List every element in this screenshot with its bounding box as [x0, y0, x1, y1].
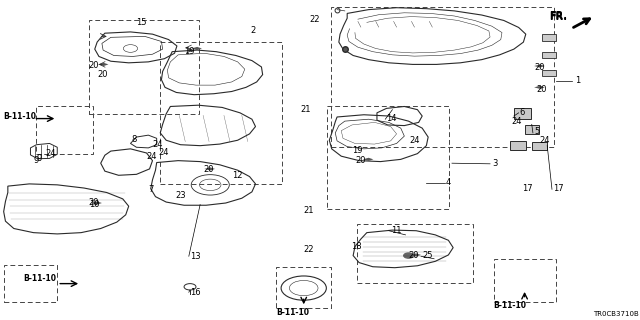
Text: 6: 6 [520, 108, 525, 117]
Text: TR0CB3710B: TR0CB3710B [593, 311, 639, 316]
Text: 2: 2 [251, 27, 256, 36]
Circle shape [404, 253, 413, 258]
Bar [4, 265, 57, 302]
FancyBboxPatch shape [532, 141, 547, 150]
Bar [327, 106, 449, 209]
Text: 24: 24 [152, 140, 163, 149]
Text: 20: 20 [536, 85, 547, 94]
Text: 5: 5 [534, 127, 540, 136]
Text: g: g [36, 152, 42, 161]
Text: 20: 20 [203, 165, 214, 174]
Text: 13: 13 [190, 252, 200, 261]
Text: 24: 24 [540, 136, 550, 145]
Polygon shape [204, 167, 215, 171]
Bar [493, 259, 556, 302]
Text: 20: 20 [97, 70, 108, 79]
FancyBboxPatch shape [525, 125, 540, 134]
Bar [36, 106, 93, 154]
Text: 15: 15 [136, 19, 147, 28]
Text: B-11-10: B-11-10 [23, 274, 56, 283]
Bar [543, 34, 556, 41]
FancyBboxPatch shape [514, 108, 531, 119]
Polygon shape [410, 253, 421, 257]
Text: 20: 20 [534, 63, 545, 72]
Text: 11: 11 [390, 226, 401, 235]
Bar [543, 52, 556, 58]
Text: 23: 23 [176, 190, 186, 200]
Bar [543, 70, 556, 76]
Text: 20: 20 [89, 197, 99, 206]
Text: 17: 17 [522, 184, 532, 193]
Bar [276, 267, 331, 308]
Text: 18: 18 [351, 242, 362, 251]
Polygon shape [98, 63, 108, 66]
Text: 25: 25 [422, 251, 433, 260]
Bar [331, 7, 554, 147]
Text: 12: 12 [232, 172, 242, 180]
Text: 24: 24 [409, 136, 420, 145]
Polygon shape [363, 158, 373, 161]
Text: 4: 4 [446, 178, 451, 187]
Text: B-11-10: B-11-10 [493, 301, 527, 310]
Text: 16: 16 [190, 288, 200, 297]
Text: B-11-10: B-11-10 [4, 113, 36, 122]
Text: 14: 14 [387, 114, 397, 123]
Text: 1: 1 [575, 76, 580, 85]
Text: FR.: FR. [550, 12, 568, 22]
Bar [89, 20, 199, 114]
Text: 7: 7 [148, 185, 154, 194]
Text: 20: 20 [355, 156, 365, 164]
Text: 24: 24 [511, 117, 522, 126]
Text: 19: 19 [184, 47, 195, 56]
Text: 19: 19 [352, 146, 362, 155]
Text: 9: 9 [33, 156, 38, 165]
Text: 24: 24 [159, 148, 169, 156]
Text: FR.: FR. [550, 11, 568, 21]
Text: 24: 24 [45, 149, 56, 158]
Text: 22: 22 [309, 15, 319, 24]
Text: B-11-10: B-11-10 [276, 308, 309, 317]
Text: 24: 24 [146, 152, 156, 161]
Polygon shape [91, 201, 102, 204]
Polygon shape [534, 64, 545, 68]
Bar [356, 224, 473, 283]
Polygon shape [191, 47, 202, 50]
Polygon shape [534, 86, 545, 89]
Bar [160, 42, 282, 184]
FancyBboxPatch shape [509, 141, 526, 150]
Text: 8: 8 [132, 135, 137, 144]
Text: 3: 3 [492, 159, 498, 168]
Text: 17: 17 [553, 184, 564, 193]
Text: 22: 22 [303, 245, 314, 254]
Text: 20: 20 [89, 60, 99, 69]
Text: 21: 21 [301, 105, 311, 114]
Text: 21: 21 [303, 206, 314, 215]
Text: 10: 10 [89, 200, 99, 209]
Text: 20: 20 [408, 251, 419, 260]
